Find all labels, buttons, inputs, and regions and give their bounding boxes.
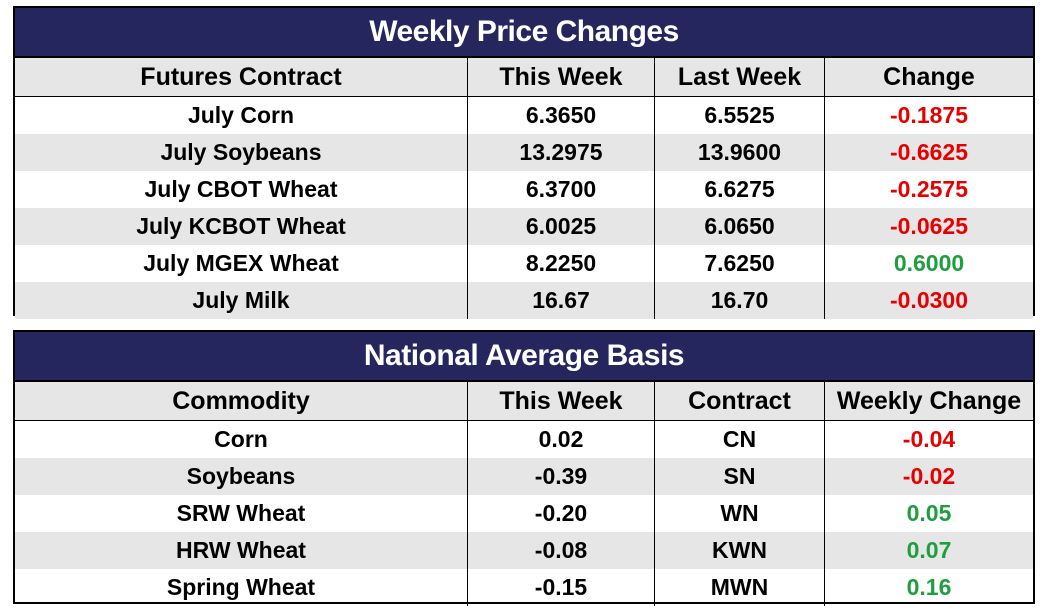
table-cell: Corn bbox=[15, 421, 468, 458]
table-cell: -0.6625 bbox=[825, 134, 1033, 171]
table-cell: 16.67 bbox=[468, 282, 655, 319]
table-cell: KWN bbox=[655, 532, 825, 569]
table-cell: 13.2975 bbox=[468, 134, 655, 171]
national-average-basis-table: National Average Basis Commodity This We… bbox=[13, 330, 1035, 606]
table-row: July Soybeans 13.2975 13.9600 -0.6625 bbox=[15, 134, 1033, 171]
table-row: July MGEX Wheat 8.2250 7.6250 0.6000 bbox=[15, 245, 1033, 282]
table-cell: MWN bbox=[655, 569, 825, 606]
column-header: Change bbox=[825, 58, 1033, 97]
table-cell: 0.07 bbox=[825, 532, 1033, 569]
table-row: July Corn 6.3650 6.5525 -0.1875 bbox=[15, 97, 1033, 134]
table-cell: July Soybeans bbox=[15, 134, 468, 171]
column-header: Last Week bbox=[655, 58, 825, 97]
table-title: Weekly Price Changes bbox=[15, 8, 1033, 58]
column-header: This Week bbox=[468, 382, 655, 421]
table-cell: July Corn bbox=[15, 97, 468, 134]
table-cell: 16.70 bbox=[655, 282, 825, 319]
table-cell: -0.08 bbox=[468, 532, 655, 569]
table-cell: 0.02 bbox=[468, 421, 655, 458]
table-cell: -0.04 bbox=[902, 426, 956, 452]
table-cell: 6.3650 bbox=[468, 97, 655, 134]
table-cell: -0.15 bbox=[468, 569, 655, 606]
table-body: Corn 0.02 CN -0.04 Soybeans -0.39 SN -0.02 SRW W… bbox=[15, 421, 1033, 606]
table-row: HRW Wheat -0.08 KWN 0.07 bbox=[15, 532, 1033, 569]
table-cell: Spring Wheat bbox=[15, 569, 468, 606]
table-row: July KCBOT Wheat 6.0025 6.0650 -0.0625 bbox=[15, 208, 1033, 245]
table-cell: 6.0025 bbox=[468, 208, 655, 245]
table-cell: SN bbox=[655, 458, 825, 495]
table-cell: WN bbox=[655, 495, 825, 532]
table-row: Spring Wheat -0.15 MWN 0.16 bbox=[15, 569, 1033, 606]
table-cell: -0.0300 bbox=[825, 282, 1033, 319]
table-row: July CBOT Wheat 6.3700 6.6275 -0.2575 bbox=[15, 171, 1033, 208]
header-row: Futures Contract This Week Last Week Cha… bbox=[15, 58, 1033, 97]
table-cell: 6.0650 bbox=[655, 208, 825, 245]
column-header: Futures Contract bbox=[15, 58, 468, 97]
table-row: Corn 0.02 CN -0.04 bbox=[15, 421, 1033, 458]
table-cell: 13.9600 bbox=[655, 134, 825, 171]
column-header: Contract bbox=[655, 382, 825, 421]
table-cell: -0.2575 bbox=[889, 176, 968, 202]
table-cell: HRW Wheat bbox=[15, 532, 468, 569]
table-cell: -0.1875 bbox=[889, 102, 968, 128]
table-cell: CN bbox=[655, 421, 825, 458]
table-cell: -0.0625 bbox=[825, 208, 1033, 245]
table-body: July Corn 6.3650 6.5525 -0.1875 July Soybean… bbox=[15, 97, 1033, 319]
table-title: National Average Basis bbox=[15, 332, 1033, 382]
header-row: Commodity This Week Contract Weekly Chan… bbox=[15, 382, 1033, 421]
column-header: Weekly Change bbox=[825, 382, 1033, 421]
table-cell: Soybeans bbox=[15, 458, 468, 495]
table-cell: 0.6000 bbox=[893, 250, 965, 276]
table-row: SRW Wheat -0.20 WN 0.05 bbox=[15, 495, 1033, 532]
table-cell: 0.05 bbox=[906, 500, 952, 526]
table-cell: 6.3700 bbox=[468, 171, 655, 208]
table-cell: 7.6250 bbox=[655, 245, 825, 282]
table-cell: -0.02 bbox=[825, 458, 1033, 495]
table-cell: 0.16 bbox=[906, 574, 952, 600]
weekly-price-changes-table: Weekly Price Changes Futures Contract Th… bbox=[13, 6, 1035, 319]
table-cell: 6.5525 bbox=[655, 97, 825, 134]
table-cell: July KCBOT Wheat bbox=[15, 208, 468, 245]
table-row: Soybeans -0.39 SN -0.02 bbox=[15, 458, 1033, 495]
table-cell: 6.6275 bbox=[655, 171, 825, 208]
table-cell: -0.20 bbox=[468, 495, 655, 532]
table-cell: July Milk bbox=[15, 282, 468, 319]
table-cell: -0.39 bbox=[468, 458, 655, 495]
column-header: Commodity bbox=[15, 382, 468, 421]
table-cell: July CBOT Wheat bbox=[15, 171, 468, 208]
column-header: This Week bbox=[468, 58, 655, 97]
table-row: July Milk 16.67 16.70 -0.0300 bbox=[15, 282, 1033, 319]
table-cell: July MGEX Wheat bbox=[15, 245, 468, 282]
table-cell: SRW Wheat bbox=[15, 495, 468, 532]
table-cell: 8.2250 bbox=[468, 245, 655, 282]
